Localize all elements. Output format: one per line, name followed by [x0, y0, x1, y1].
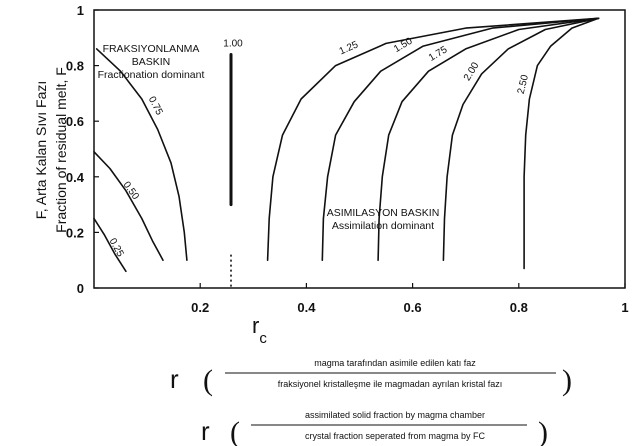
y-tick-label: 0.4 — [66, 170, 85, 185]
tr-numerator: magma tarafından asimile edilen katı faz — [314, 358, 476, 368]
tick-marks — [94, 9, 626, 289]
tick-labels: 0.2 0.4 0.6 0.8 1 0 0.2 0.4 0.6 0.8 1 — [66, 3, 629, 315]
r-symbol-en: r — [201, 416, 210, 446]
y-tick-label: 0 — [77, 281, 84, 296]
plot-frame — [93, 9, 626, 289]
curve-label: 0.25 — [107, 237, 126, 260]
x-tick-label: 0.4 — [297, 300, 316, 315]
right-paren-tr: ) — [562, 364, 572, 397]
curve-label: 1.00 — [223, 39, 243, 50]
left-paren-en: ( — [230, 416, 240, 446]
curve-1-25 — [266, 17, 600, 261]
tr-denominator: fraksiyonel kristalleşme ile magmadan ay… — [278, 379, 503, 389]
y-axis-label-line1: F, Arta Kalan Sıvı Fazı — [33, 81, 49, 220]
curve-2-50 — [523, 17, 600, 270]
curve-label: 0.50 — [121, 180, 142, 203]
curve-label: 0.75 — [146, 95, 165, 118]
x-tick-label: 1 — [621, 300, 628, 315]
y-tick-label: 0.6 — [66, 114, 84, 129]
y-tick-label: 0.8 — [66, 59, 84, 74]
curve-1-75 — [377, 17, 600, 261]
curves — [93, 17, 600, 288]
assimilation-label-en: Assimilation dominant — [332, 220, 434, 232]
x-axis-label: rc — [252, 313, 267, 347]
left-paren-tr: ( — [203, 364, 213, 397]
x-axis-label-main: r — [252, 313, 259, 338]
curve-1-50 — [321, 17, 600, 261]
fractionation-label-tr-2: BASKIN — [132, 56, 171, 68]
curve-label: 1.25 — [338, 39, 361, 57]
y-axis-label-line2: Fraction of residual melt, F — [53, 67, 69, 233]
x-axis-label-sub: c — [259, 330, 267, 347]
fractionation-label-en: Fractionation dominant — [98, 69, 205, 81]
right-paren-en: ) — [538, 416, 548, 446]
y-tick-label: 1 — [77, 3, 84, 18]
x-tick-label: 0.6 — [404, 300, 422, 315]
x-tick-label: 0.8 — [510, 300, 528, 315]
curve-0-50 — [93, 151, 164, 261]
curve-label: 2.50 — [516, 73, 531, 95]
r-symbol-tr: r — [170, 364, 179, 394]
curve-0-75 — [95, 48, 188, 261]
x-tick-label: 0.2 — [191, 300, 209, 315]
y-tick-label: 0.2 — [66, 225, 84, 240]
en-denominator: crystal fraction seperated from magma by… — [305, 431, 486, 441]
en-numerator: assimilated solid fraction by magma cham… — [305, 410, 485, 420]
fractionation-label-tr-1: FRAKSIYONLANMA — [103, 43, 200, 55]
curve-2-00 — [442, 17, 600, 261]
assimilation-label-tr: ASIMILASYON BASKIN — [327, 207, 440, 219]
curve-0-25 — [93, 217, 127, 273]
